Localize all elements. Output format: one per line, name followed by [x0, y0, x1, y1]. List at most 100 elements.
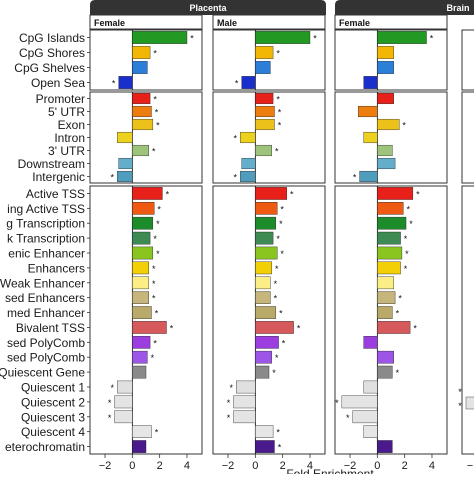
significance-marker: *	[152, 279, 156, 289]
bar	[377, 157, 396, 170]
significance-marker-partial: *	[458, 387, 462, 397]
x-tick-label: 0	[129, 460, 135, 472]
bar	[255, 216, 277, 230]
significance-marker: *	[335, 398, 339, 408]
x-axis-title: Fold Enrichment	[286, 467, 374, 474]
category-label: Downstream	[18, 157, 85, 171]
bar	[363, 336, 378, 349]
bar	[377, 92, 394, 105]
significance-marker: *	[234, 134, 238, 144]
bar	[132, 321, 167, 334]
bar	[255, 46, 274, 59]
significance-marker: *	[276, 49, 280, 59]
significance-marker: *	[152, 264, 156, 274]
sex-strip	[212, 14, 326, 30]
significance-marker: *	[278, 108, 282, 118]
sex-label: Female	[94, 18, 125, 28]
panel-frame	[212, 185, 326, 455]
significance-marker: *	[272, 368, 276, 378]
significance-marker: *	[405, 249, 409, 259]
significance-marker: *	[108, 398, 112, 408]
significance-marker: *	[398, 294, 402, 304]
x-tick-label: 4	[184, 460, 190, 472]
significance-marker: *	[156, 249, 160, 259]
bar	[117, 131, 133, 144]
bar	[233, 395, 256, 409]
significance-marker: *	[152, 147, 156, 157]
bar	[255, 306, 277, 319]
bar	[377, 31, 427, 44]
panel-frame	[212, 91, 326, 184]
significance-marker: *	[346, 413, 350, 423]
panel-frame	[334, 91, 448, 184]
significance-marker: *	[276, 428, 280, 438]
tissue-header-brain	[335, 0, 474, 15]
panel-frame	[89, 185, 203, 455]
x-tick-label: −2	[222, 460, 235, 472]
bar	[132, 261, 149, 275]
significance-marker: *	[275, 353, 279, 363]
category-label: ing Active TSS	[7, 202, 85, 216]
bar	[255, 105, 275, 118]
bar	[233, 410, 256, 424]
significance-marker: *	[156, 121, 160, 131]
bar	[132, 46, 151, 59]
category-label: Quiescent 2	[21, 395, 85, 409]
bar	[377, 231, 401, 245]
bar	[236, 380, 256, 394]
category-label: Quiescent 4	[21, 425, 85, 439]
significance-marker: *	[166, 189, 170, 199]
category-label: Bivalent TSS	[16, 321, 85, 335]
x-tick-label: 4	[429, 460, 435, 472]
significance-marker: *	[190, 34, 194, 44]
bar	[132, 440, 147, 453]
panel-frame-partial	[461, 91, 474, 184]
significance-marker: *	[111, 383, 115, 393]
significance-marker: *	[151, 353, 155, 363]
significance-marker: *	[280, 204, 284, 214]
category-label: eterochromatin	[5, 440, 85, 454]
significance-marker: *	[275, 264, 279, 274]
significance-marker: *	[156, 219, 160, 229]
x-tick-label-partial: −	[467, 460, 473, 472]
bar	[132, 231, 151, 245]
bar	[255, 336, 279, 349]
significance-marker: *	[278, 443, 282, 453]
panel-frame-partial	[461, 185, 474, 455]
significance-marker: *	[227, 398, 231, 408]
significance-marker: *	[108, 413, 112, 423]
bar	[241, 76, 256, 89]
significance-marker: *	[111, 173, 115, 183]
bar	[363, 131, 378, 144]
bar	[132, 118, 154, 131]
sex-label: Male	[217, 18, 237, 28]
bar	[255, 92, 274, 105]
bar	[255, 440, 275, 453]
category-label: Weak Enhancer	[0, 276, 85, 290]
significance-marker: *	[396, 309, 400, 319]
bar	[132, 425, 152, 438]
x-tick-label: 2	[280, 460, 286, 472]
bar	[114, 395, 133, 409]
bar	[255, 350, 272, 364]
significance-marker: *	[155, 309, 159, 319]
bar	[118, 157, 133, 170]
panel-frame-partial	[461, 29, 474, 91]
bar	[132, 306, 152, 319]
significance-marker: *	[153, 234, 157, 244]
significance-marker: *	[280, 249, 284, 259]
bar	[255, 118, 275, 131]
bar	[377, 144, 393, 157]
bar	[377, 365, 393, 379]
significance-marker: *	[402, 121, 406, 131]
category-label: Enhancers	[28, 261, 85, 275]
category-label: med Enhancer	[7, 306, 85, 320]
panel-frame	[334, 185, 448, 455]
bar	[352, 410, 378, 424]
category-label: k Transcription	[7, 232, 85, 246]
bar	[240, 131, 256, 144]
significance-marker: *	[282, 338, 286, 348]
significance-marker: *	[279, 309, 283, 319]
category-label: Exon	[58, 118, 85, 132]
bar	[132, 365, 147, 379]
